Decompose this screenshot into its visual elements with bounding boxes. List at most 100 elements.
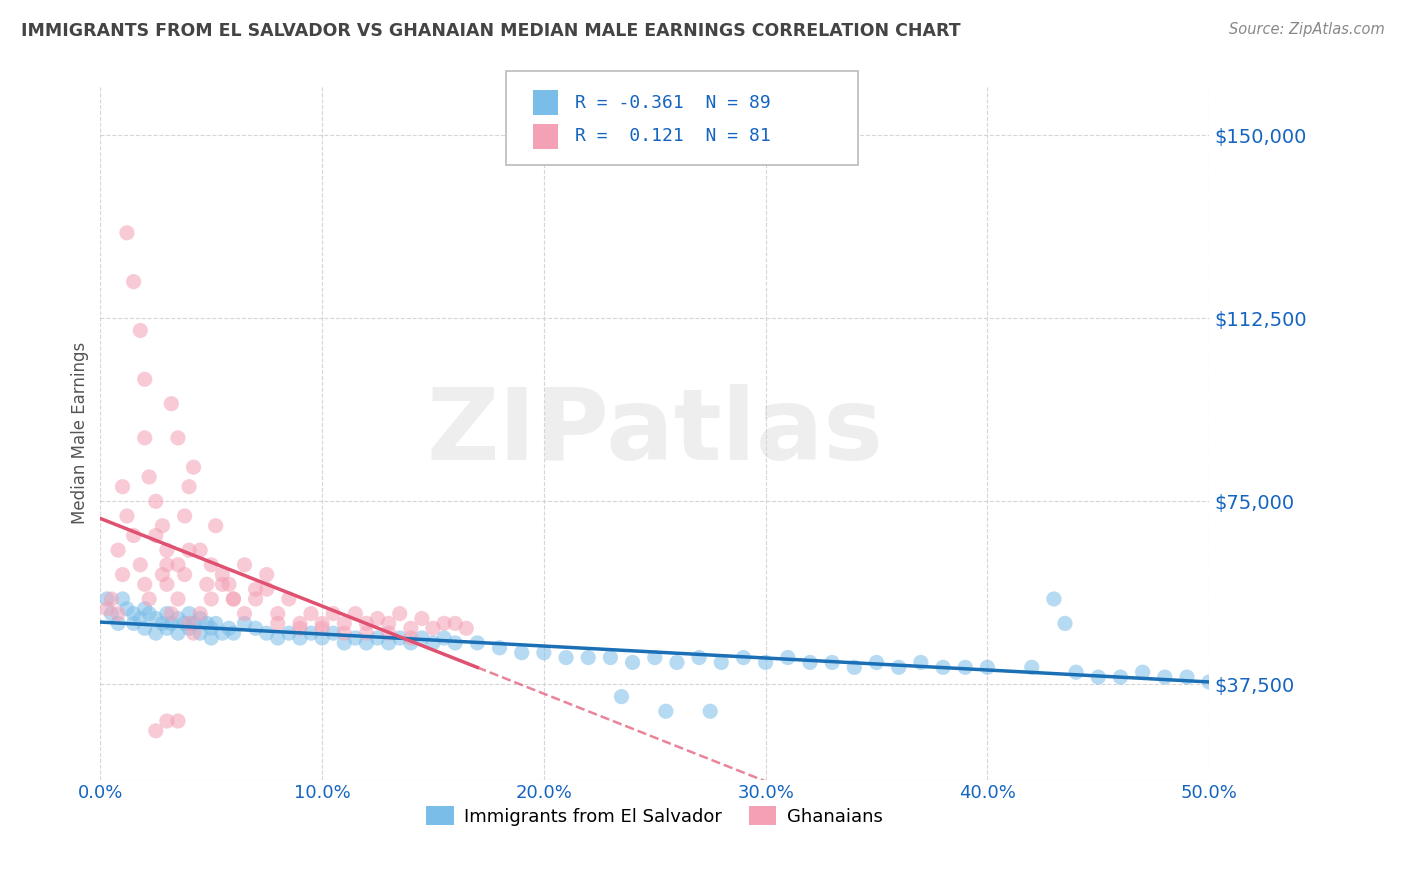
Point: [821, 656, 844, 670]
Text: Source: ZipAtlas.com: Source: ZipAtlas.com: [1229, 22, 1385, 37]
Point: [122, 607, 145, 621]
Point: [444, 616, 467, 631]
Point: [299, 607, 322, 621]
Point: [156, 543, 179, 558]
Point: [100, 607, 122, 621]
Point: [156, 577, 179, 591]
Point: [377, 636, 399, 650]
Point: [1087, 670, 1109, 684]
Point: [145, 528, 167, 542]
Point: [245, 621, 267, 635]
Point: [322, 626, 344, 640]
Point: [167, 714, 190, 728]
Point: [138, 470, 160, 484]
Point: [145, 494, 167, 508]
Point: [156, 558, 179, 572]
Point: [122, 275, 145, 289]
Point: [111, 567, 134, 582]
Point: [129, 323, 152, 337]
Point: [887, 660, 910, 674]
Point: [134, 621, 156, 635]
Point: [755, 656, 778, 670]
Point: [322, 607, 344, 621]
Point: [299, 626, 322, 640]
Point: [256, 567, 278, 582]
Point: [467, 636, 489, 650]
Point: [267, 631, 290, 645]
Point: [152, 567, 174, 582]
Point: [177, 607, 200, 621]
Point: [655, 704, 678, 718]
Point: [152, 616, 174, 631]
Point: [422, 621, 444, 635]
Point: [107, 616, 129, 631]
Point: [267, 607, 290, 621]
Point: [115, 226, 138, 240]
Point: [699, 704, 721, 718]
Point: [211, 626, 233, 640]
Point: [145, 723, 167, 738]
Point: [277, 591, 299, 606]
Point: [122, 528, 145, 542]
Point: [160, 607, 183, 621]
Point: [195, 577, 218, 591]
Point: [333, 616, 356, 631]
Point: [444, 636, 467, 650]
Point: [204, 616, 226, 631]
Point: [167, 611, 190, 625]
Point: [233, 616, 256, 631]
Point: [245, 591, 267, 606]
Point: [200, 621, 222, 635]
Point: [222, 626, 245, 640]
Point: [111, 591, 134, 606]
Point: [145, 626, 167, 640]
Point: [245, 582, 267, 597]
Point: [167, 591, 190, 606]
Legend: Immigrants from El Salvador, Ghanaians: Immigrants from El Salvador, Ghanaians: [419, 799, 890, 833]
Point: [865, 656, 887, 670]
Point: [96, 601, 118, 615]
Point: [1021, 660, 1043, 674]
Point: [576, 650, 599, 665]
Point: [688, 650, 710, 665]
Point: [333, 626, 356, 640]
Point: [710, 656, 733, 670]
Point: [156, 621, 179, 635]
Point: [183, 616, 205, 631]
Text: R =  0.121  N = 81: R = 0.121 N = 81: [575, 128, 770, 145]
Point: [204, 518, 226, 533]
Point: [976, 660, 998, 674]
Point: [399, 631, 422, 645]
Text: ZIPatlas: ZIPatlas: [426, 384, 883, 482]
Point: [195, 616, 218, 631]
Point: [288, 631, 311, 645]
Point: [218, 577, 240, 591]
Point: [167, 558, 190, 572]
Point: [288, 616, 311, 631]
Text: R = -0.361  N = 89: R = -0.361 N = 89: [575, 94, 770, 112]
Point: [138, 591, 160, 606]
Point: [183, 626, 205, 640]
Point: [422, 636, 444, 650]
Point: [799, 656, 821, 670]
Point: [129, 558, 152, 572]
Point: [311, 631, 333, 645]
Point: [211, 567, 233, 582]
Point: [134, 577, 156, 591]
Point: [167, 431, 190, 445]
Y-axis label: Median Male Earnings: Median Male Earnings: [72, 342, 89, 524]
Point: [356, 626, 378, 640]
Point: [183, 460, 205, 475]
Point: [222, 591, 245, 606]
Point: [177, 543, 200, 558]
Point: [844, 660, 866, 674]
Point: [910, 656, 932, 670]
Point: [233, 558, 256, 572]
Point: [233, 607, 256, 621]
Point: [107, 607, 129, 621]
Point: [173, 567, 195, 582]
Point: [356, 616, 378, 631]
Point: [344, 631, 367, 645]
Point: [188, 611, 211, 625]
Point: [1153, 670, 1175, 684]
